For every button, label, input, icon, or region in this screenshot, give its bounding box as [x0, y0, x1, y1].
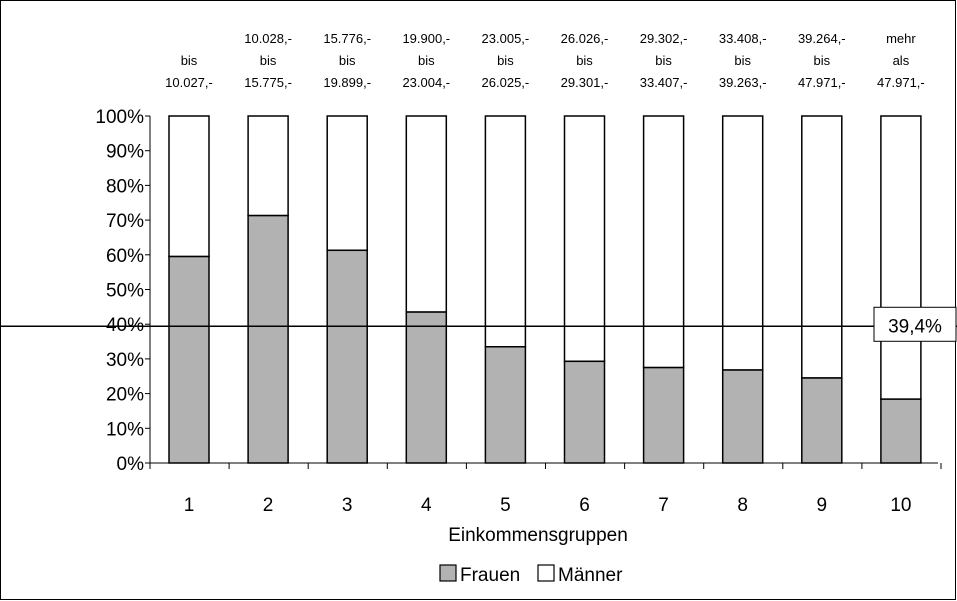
- bar-frauen-3: [326, 249, 368, 464]
- bar-maenner-3: [326, 115, 368, 252]
- bar-frauen-4: [405, 311, 448, 464]
- range-label-3-line-3: 19.899,-: [323, 75, 371, 90]
- range-label-3-line-2: bis: [339, 53, 356, 68]
- range-label-10-line-2: als: [893, 53, 910, 68]
- bar-frauen-6: [563, 360, 606, 464]
- y-tick-label: 70%: [106, 211, 144, 232]
- category-label-9: 9: [817, 495, 828, 516]
- y-tick-label: 30%: [106, 350, 144, 371]
- range-label-1-line-3: 10.027,-: [165, 75, 213, 90]
- bar-frauen-8: [721, 369, 764, 464]
- y-tick-label: 60%: [106, 246, 144, 267]
- bar-frauen-7: [642, 366, 685, 464]
- category-label-10: 10: [890, 495, 911, 516]
- range-label-7-line-3: 33.407,-: [640, 75, 688, 90]
- y-tick-label: 40%: [106, 315, 144, 336]
- range-label-3-line-1: 15.776,-: [323, 31, 371, 46]
- bar-maenner-8: [721, 115, 764, 371]
- bar-frauen-10: [880, 398, 922, 464]
- y-tick-label: 100%: [95, 107, 144, 128]
- range-label-4-line-3: 23.004,-: [402, 75, 450, 90]
- range-label-9-line-3: 47.971,-: [798, 75, 846, 90]
- bar-frauen-5: [484, 346, 527, 464]
- range-label-2-line-3: 15.775,-: [244, 75, 292, 90]
- bar-maenner-6: [563, 115, 606, 363]
- range-label-4-line-2: bis: [418, 53, 435, 68]
- range-label-2-line-1: 10.028,-: [244, 31, 292, 46]
- category-labels-layer: 1 2 3 4 5 6 7 8 9 10: [184, 495, 912, 516]
- y-tick-label: 20%: [106, 385, 144, 406]
- range-label-6-line-1: 26.026,-: [561, 31, 609, 46]
- legend-label-frauen: Frauen: [460, 565, 520, 586]
- reference-label: 39,4%: [888, 316, 942, 337]
- y-tick-label: 10%: [106, 419, 144, 440]
- category-label-6: 6: [579, 495, 590, 516]
- reference-line-layer: 39,4%: [0, 306, 957, 342]
- category-label-8: 8: [737, 495, 748, 516]
- y-tick-label: 0%: [117, 454, 145, 475]
- range-label-2-line-2: bis: [260, 53, 277, 68]
- legend: Frauen Männer: [439, 564, 623, 586]
- bar-maenner-10: [880, 115, 922, 400]
- category-label-3: 3: [342, 495, 353, 516]
- reference-label-box: [873, 306, 957, 342]
- category-label-7: 7: [658, 495, 669, 516]
- range-label-9-line-2: bis: [813, 53, 830, 68]
- range-label-10-line-1: mehr: [886, 31, 916, 46]
- range-label-5-line-3: 26.025,-: [482, 75, 530, 90]
- income-range-labels-layer: bis 10.027,- 10.028,- bis 15.775,- 15.776,- bi…: [165, 31, 925, 90]
- bar-maenner-1: [168, 115, 210, 258]
- category-label-4: 4: [421, 495, 432, 516]
- range-label-7-line-2: bis: [655, 53, 672, 68]
- category-label-2: 2: [263, 495, 274, 516]
- bar-frauen-1: [168, 255, 210, 464]
- bar-maenner-7: [642, 115, 685, 369]
- range-label-9-line-1: 39.264,-: [798, 31, 846, 46]
- y-tick-label: 90%: [106, 142, 144, 163]
- category-label-1: 1: [184, 495, 195, 516]
- range-label-1-line-2: bis: [181, 53, 198, 68]
- legend-swatch-frauen: [439, 564, 457, 582]
- bar-maenner-5: [484, 115, 527, 348]
- range-label-10-line-3: 47.971,-: [877, 75, 925, 90]
- range-label-8-line-1: 33.408,-: [719, 31, 767, 46]
- range-label-5-line-2: bis: [497, 53, 514, 68]
- legend-swatch-männer: [537, 564, 555, 582]
- range-label-6-line-2: bis: [576, 53, 593, 68]
- bar-maenner-4: [405, 115, 448, 313]
- y-axis-layer: 0% 10% 20% 30% 40% 50% 60% 70% 80% 90% 100%: [95, 107, 942, 475]
- range-label-8-line-3: 39.263,-: [719, 75, 767, 90]
- x-axis-label: Einkommensgruppen: [448, 525, 628, 546]
- range-label-6-line-3: 29.301,-: [561, 75, 609, 90]
- range-label-4-line-1: 19.900,-: [402, 31, 450, 46]
- range-label-5-line-1: 23.005,-: [482, 31, 530, 46]
- y-tick-label: 80%: [106, 176, 144, 197]
- bar-maenner-9: [801, 115, 843, 379]
- bar-maenner-2: [247, 115, 289, 217]
- range-label-8-line-2: bis: [734, 53, 751, 68]
- legend-label-männer: Männer: [558, 565, 623, 586]
- bars-layer: [168, 115, 922, 464]
- category-label-5: 5: [500, 495, 511, 516]
- bar-frauen-2: [247, 214, 289, 464]
- range-label-7-line-1: 29.302,-: [640, 31, 688, 46]
- y-tick-label: 50%: [106, 281, 144, 302]
- bar-frauen-9: [801, 377, 843, 464]
